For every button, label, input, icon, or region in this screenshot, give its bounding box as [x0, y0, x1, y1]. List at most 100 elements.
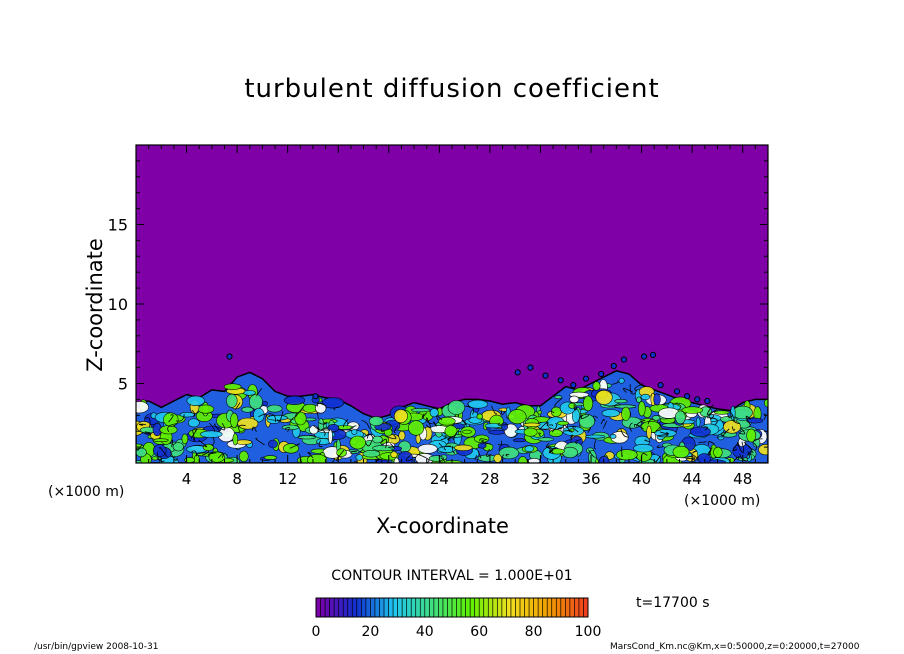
- contour-line: [727, 414, 733, 419]
- contour-line: [447, 434, 456, 441]
- colorbar-swatch: [574, 598, 580, 617]
- contour-line: [191, 450, 197, 457]
- contour-line: [636, 419, 646, 427]
- contour-line: [738, 428, 746, 435]
- colorbar-swatch: [424, 598, 430, 617]
- contour-line: [381, 428, 385, 433]
- contour-line: [655, 421, 661, 432]
- contour-line: [156, 452, 165, 462]
- colorbar-swatch: [316, 598, 322, 617]
- contour-line: [746, 451, 750, 459]
- contour-line: [732, 442, 739, 451]
- contour-line: [438, 442, 444, 448]
- turbulence-cell: [746, 428, 757, 443]
- contour-line: [707, 441, 715, 446]
- turbulence-cell: [237, 417, 259, 430]
- x-tick-label: 24: [430, 470, 449, 488]
- contour-line: [703, 426, 709, 431]
- turbulence-cell: [428, 455, 444, 462]
- turbulence-cell: [321, 397, 345, 409]
- contour-line: [276, 410, 284, 422]
- colorbar-swatch: [438, 598, 444, 617]
- contour-line: [612, 380, 619, 385]
- turbulence-cell: [618, 377, 625, 384]
- contour-line: [505, 453, 510, 457]
- contour-line: [440, 457, 445, 462]
- colorbar-swatch: [524, 598, 530, 617]
- x-tick-label: 12: [278, 470, 297, 488]
- x-tick-label: 48: [733, 470, 752, 488]
- contour-line: [557, 427, 563, 430]
- turbulence-cell: [372, 445, 395, 452]
- contour-line: [234, 402, 241, 411]
- turbulence-cell: [411, 408, 431, 413]
- contour-line: [497, 422, 507, 426]
- contour-line: [175, 414, 185, 422]
- colorbar-swatch: [361, 598, 367, 617]
- contour-line: [570, 434, 574, 439]
- colorbar-swatch: [533, 598, 539, 617]
- contour-line: [481, 440, 491, 445]
- isolated-cell: [542, 372, 549, 379]
- contour-line: [436, 415, 443, 421]
- x-tick-label: 16: [329, 470, 348, 488]
- turbulence-cell: [309, 425, 319, 435]
- isolated-cell: [704, 397, 711, 405]
- colorbar-tick-label: 40: [416, 624, 434, 640]
- contour-line: [171, 439, 174, 448]
- contour-line: [739, 454, 748, 462]
- isolated-cell: [514, 369, 521, 376]
- colorbar-swatch: [397, 598, 403, 617]
- x-unit-label-right: (×1000 m): [684, 493, 761, 509]
- turbulence-cell: [537, 437, 554, 442]
- colorbar-tick-label: 0: [312, 624, 321, 640]
- colorbar-swatch: [470, 598, 476, 617]
- turbulence-cell: [266, 404, 283, 413]
- colorbar-swatch: [347, 598, 353, 617]
- contour-line: [217, 453, 224, 459]
- contour-line: [736, 441, 741, 450]
- contour-line: [168, 414, 174, 423]
- turbulence-cell: [758, 444, 768, 456]
- colorbar-swatch: [406, 598, 412, 617]
- contour-line: [500, 409, 506, 415]
- contour-line: [138, 423, 147, 426]
- turbulence-cell: [595, 389, 613, 405]
- contour-line: [307, 451, 314, 459]
- colorbar-swatch: [338, 598, 344, 617]
- contour-line: [202, 450, 209, 456]
- contour-line: [192, 429, 195, 442]
- z-tick-label: 5: [118, 375, 128, 394]
- chart-title: turbulent diffusion coefficient: [244, 74, 660, 104]
- isolated-cell: [694, 396, 701, 403]
- x-tick-label: 28: [480, 470, 499, 488]
- colorbar-swatch: [569, 598, 575, 617]
- turbulence-cell: [390, 451, 398, 458]
- turbulence-cell: [447, 400, 466, 415]
- isolated-cell: [570, 382, 577, 389]
- turbulence-cell: [569, 395, 580, 403]
- contour-line: [629, 384, 637, 395]
- turbulence-cell: [477, 442, 487, 449]
- isolated-cell: [312, 393, 319, 400]
- turbulence-cell: [672, 445, 690, 459]
- contour-line: [256, 388, 263, 397]
- turbulence-cell: [453, 444, 473, 451]
- contour-line: [551, 410, 555, 414]
- colorbar-swatch: [433, 598, 439, 617]
- contour-line: [295, 406, 305, 418]
- turbulence-cell: [653, 393, 661, 406]
- contour-line: [170, 451, 179, 461]
- turbulence-cell: [368, 416, 384, 427]
- colorbar-swatch: [456, 598, 462, 617]
- contour-line: [167, 423, 178, 433]
- turbulence-cell: [524, 445, 534, 453]
- colorbar-tick-label: 80: [525, 624, 543, 640]
- turbulence-cell: [136, 447, 147, 458]
- colorbar-swatch: [352, 598, 358, 617]
- colorbar-swatch: [320, 598, 326, 617]
- contour-line: [656, 444, 664, 448]
- turbulence-cell: [208, 451, 225, 463]
- contour-line: [588, 449, 596, 458]
- colorbar-swatch: [488, 598, 494, 617]
